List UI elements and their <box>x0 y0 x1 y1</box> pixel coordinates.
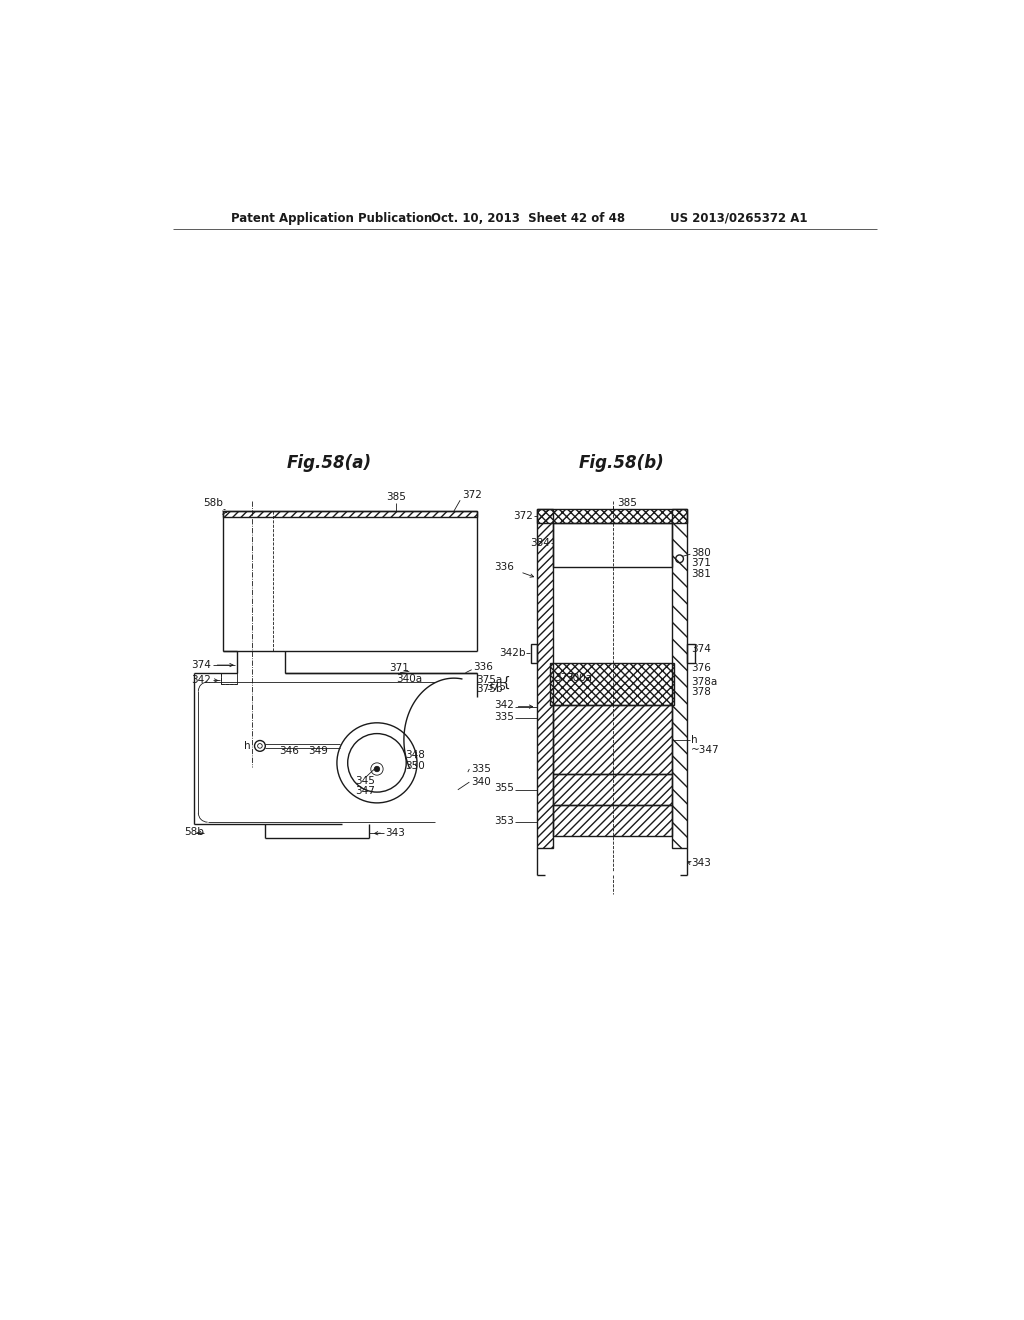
Text: 384: 384 <box>530 539 550 548</box>
Text: 374: 374 <box>191 660 211 671</box>
Text: 343: 343 <box>385 828 404 838</box>
Text: Oct. 10, 2013  Sheet 42 of 48: Oct. 10, 2013 Sheet 42 of 48 <box>431 213 625 224</box>
Text: 371: 371 <box>389 663 410 673</box>
Text: 378: 378 <box>691 686 711 697</box>
Text: 372: 372 <box>462 490 481 500</box>
Text: 376: 376 <box>691 663 711 673</box>
Text: 377: 377 <box>554 673 573 684</box>
Circle shape <box>374 767 380 772</box>
Text: 375b: 375b <box>476 684 503 694</box>
Bar <box>223 511 477 517</box>
Text: 342: 342 <box>191 676 211 685</box>
Text: 378a: 378a <box>691 677 718 686</box>
Text: 346: 346 <box>280 746 299 756</box>
Text: 349: 349 <box>307 746 328 756</box>
Text: 340a: 340a <box>396 675 422 684</box>
Text: 372: 372 <box>513 511 534 520</box>
Text: US 2013/0265372 A1: US 2013/0265372 A1 <box>670 213 807 224</box>
Bar <box>553 523 672 566</box>
Text: {: { <box>502 676 510 690</box>
Text: 342b: 342b <box>499 648 525 657</box>
Text: 58b: 58b <box>184 828 204 837</box>
Text: 348: 348 <box>406 750 425 760</box>
Text: 371: 371 <box>691 557 711 568</box>
Text: 58b: 58b <box>203 499 223 508</box>
Bar <box>553 705 672 775</box>
Text: 353: 353 <box>495 816 514 825</box>
Text: 343: 343 <box>691 858 711 869</box>
Text: 350: 350 <box>406 760 425 771</box>
Text: Fig.58(b): Fig.58(b) <box>579 454 665 471</box>
Bar <box>553 805 672 836</box>
Text: 375a: 375a <box>476 675 503 685</box>
Text: 347: 347 <box>355 787 376 796</box>
Bar <box>538 508 553 847</box>
Text: 385: 385 <box>386 492 407 502</box>
Text: 385: 385 <box>617 499 637 508</box>
Bar <box>221 673 237 684</box>
Bar <box>531 644 538 663</box>
Text: ~347: ~347 <box>691 744 720 755</box>
Text: 335: 335 <box>495 711 514 722</box>
Text: 336: 336 <box>473 661 494 672</box>
Text: 335: 335 <box>471 764 490 774</box>
Text: 300a: 300a <box>566 673 592 684</box>
Text: 380: 380 <box>691 548 711 557</box>
Text: 375: 375 <box>486 681 506 692</box>
Text: 342: 342 <box>495 700 514 710</box>
Text: Patent Application Publication: Patent Application Publication <box>230 213 432 224</box>
Text: 374: 374 <box>691 644 711 653</box>
Bar <box>672 508 687 847</box>
Text: 345: 345 <box>355 776 376 785</box>
Text: 336: 336 <box>495 561 514 572</box>
Bar <box>550 663 674 705</box>
Text: 355: 355 <box>495 783 514 793</box>
Text: 381: 381 <box>691 569 711 579</box>
Text: Fig.58(a): Fig.58(a) <box>287 454 372 471</box>
Text: 340: 340 <box>471 777 490 787</box>
Text: h: h <box>244 741 251 751</box>
Bar <box>687 644 695 663</box>
Bar <box>538 508 687 523</box>
Text: h: h <box>691 735 697 744</box>
Bar <box>553 775 672 805</box>
